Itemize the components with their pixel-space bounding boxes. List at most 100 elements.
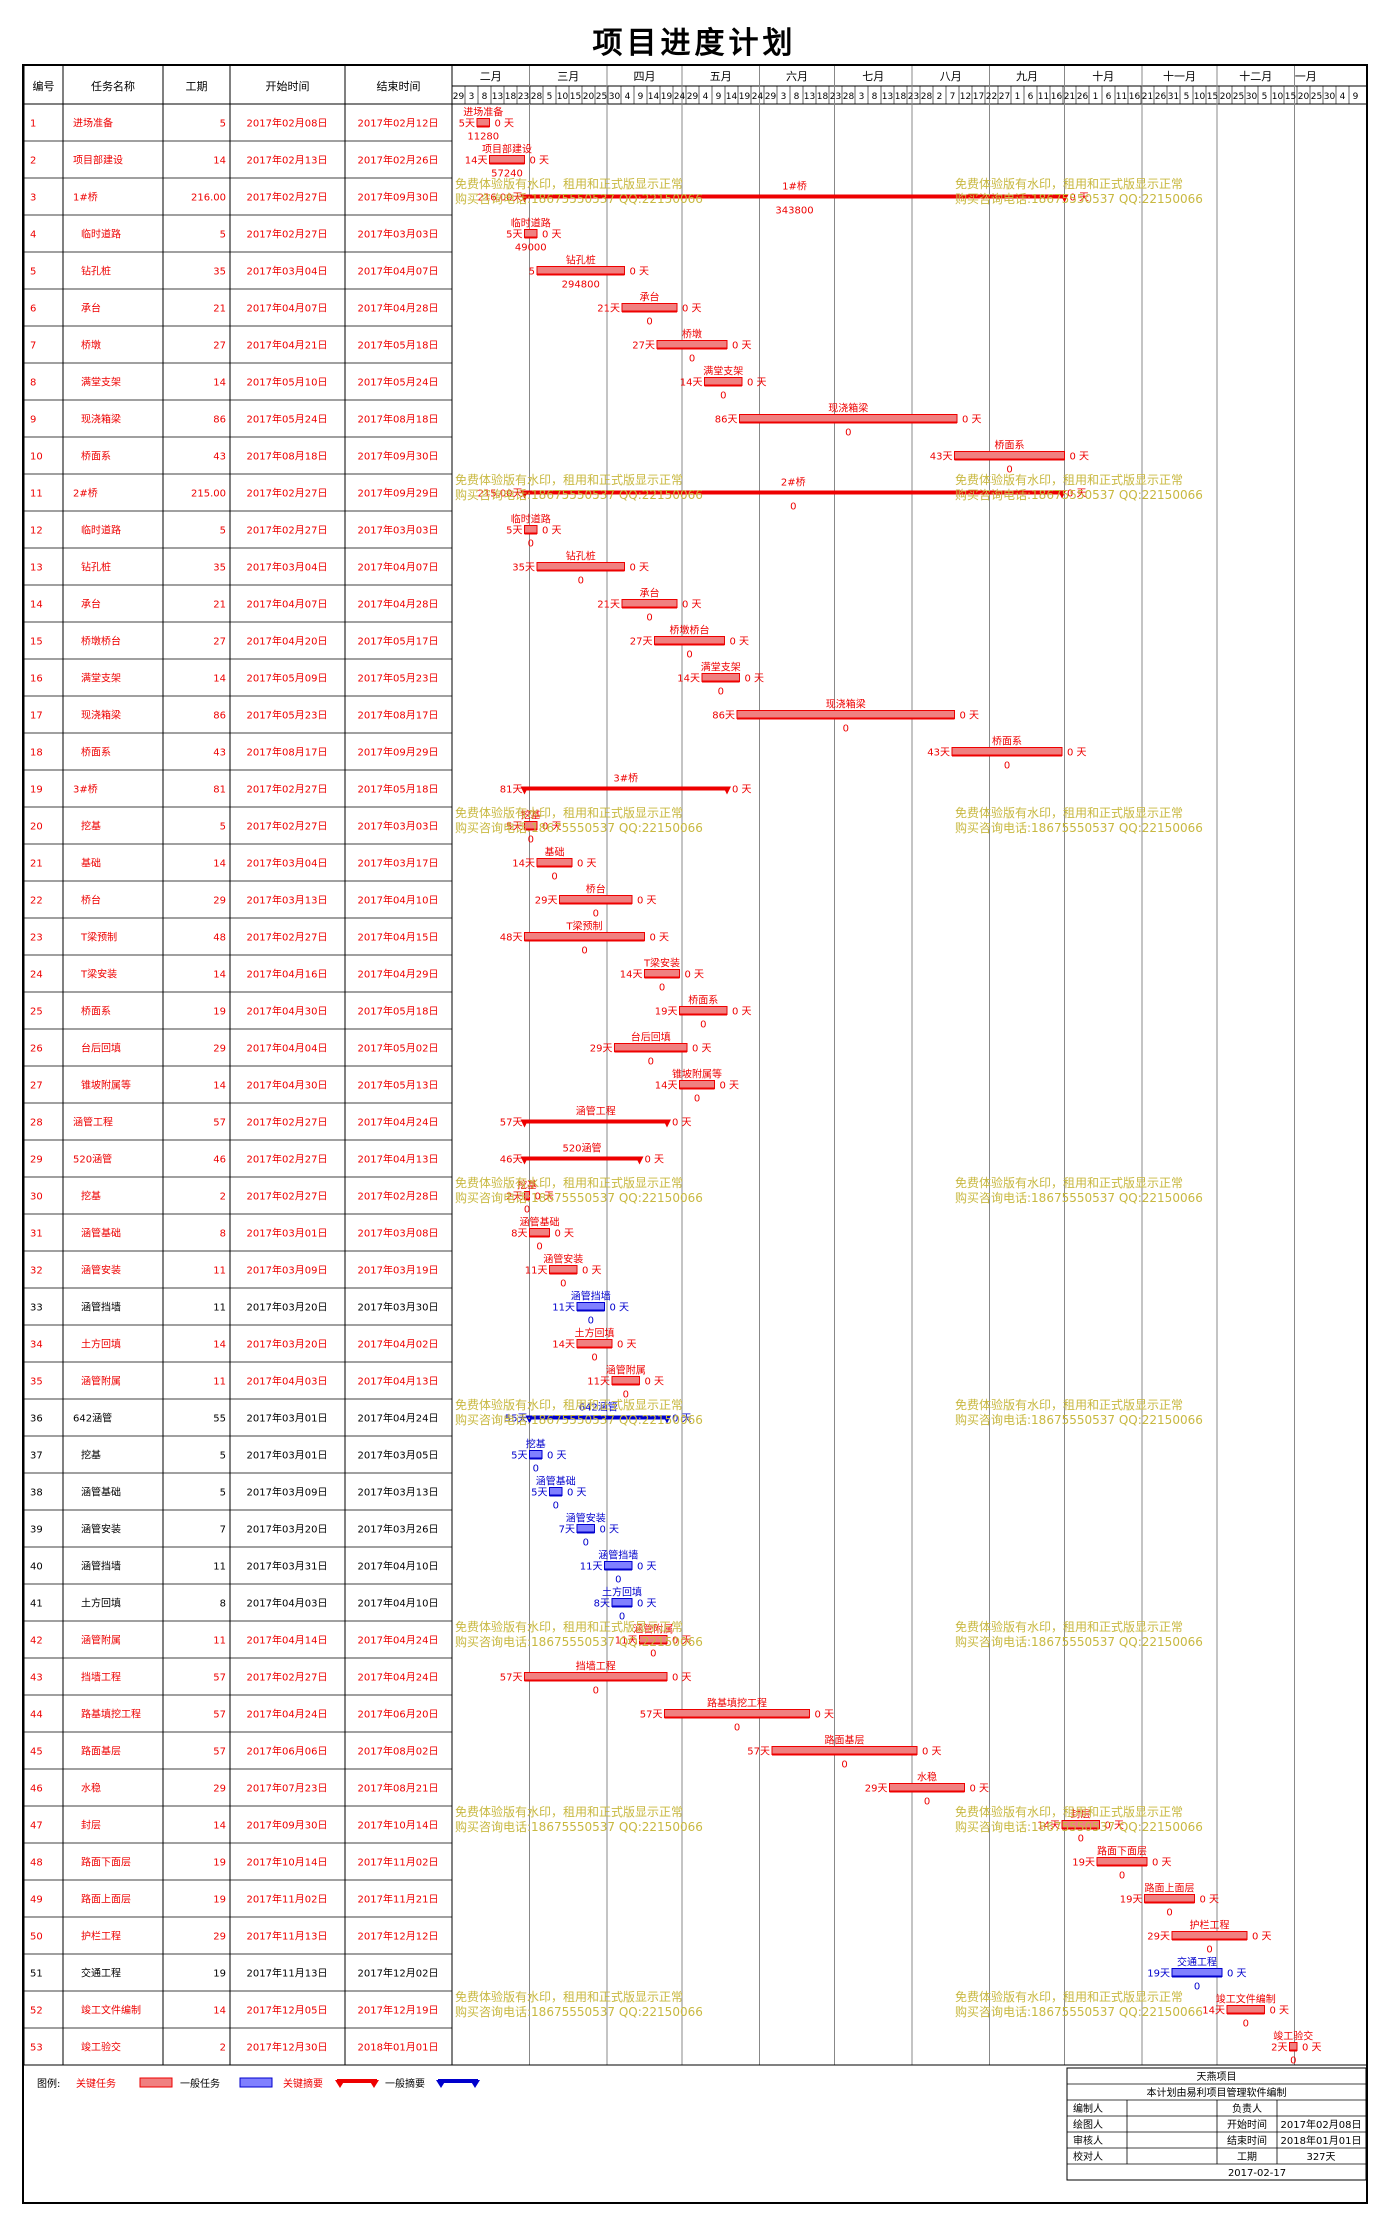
task-end: 2017年12月02日: [358, 1967, 439, 1980]
task-start: 2017年04月24日: [247, 1708, 328, 1721]
summary-cap-right: [1058, 490, 1066, 499]
bar-name-label: 承台: [640, 587, 660, 600]
task-name: 现浇箱梁: [81, 413, 121, 426]
chart-title: 项目进度计划: [592, 26, 797, 61]
watermark-line1: 免费体验版有水印，租用和正式版显示正常: [455, 1619, 683, 1634]
task-id: 22: [30, 896, 43, 907]
task-bar: [529, 1450, 543, 1459]
task-id: 40: [30, 1562, 43, 1573]
task-duration: 19: [213, 1969, 226, 1980]
task-id: 7: [30, 341, 36, 352]
bar-duration-label: 14天: [552, 1340, 575, 1351]
task-bar: [889, 1783, 965, 1792]
task-end: 2017年04月10日: [358, 1597, 439, 1610]
bar-float-label: 0 天: [1252, 1932, 1272, 1943]
task-duration: 2: [220, 2043, 226, 2054]
task-start: 2017年03月09日: [247, 1486, 328, 1499]
bar-cost-label: 0: [686, 650, 692, 661]
day-tick-label: 29: [765, 92, 777, 102]
month-label: 十月: [1092, 69, 1114, 83]
task-name: 涵管工程: [73, 1116, 113, 1129]
bar-duration-label: 81天: [500, 785, 523, 796]
bar-duration-label: 11天: [587, 1377, 610, 1388]
bar-duration-label: 8天: [511, 1229, 527, 1240]
task-duration: 11: [213, 1377, 226, 1388]
bar-duration-label: 14天: [655, 1081, 678, 1092]
bar-duration-label: 14天: [512, 859, 535, 870]
watermark-line1: 免费体验版有水印，租用和正式版显示正常: [455, 1804, 683, 1819]
watermark-line2: 购买咨询电话:18675550537 QQ:22150066: [455, 1634, 703, 1649]
task-id: 32: [30, 1266, 43, 1277]
day-tick-label: 29: [453, 92, 465, 102]
month-label: 三月: [557, 70, 579, 83]
task-start: 2017年07月23日: [247, 1782, 328, 1795]
bar-name-label: 挖基: [521, 809, 541, 822]
bar-float-label: 0 天: [637, 1562, 657, 1573]
task-bar: [1171, 1931, 1248, 1940]
task-bar: [549, 1265, 578, 1274]
task-id: 2: [30, 156, 36, 167]
bar-duration-label: 46天: [500, 1155, 523, 1166]
bar-duration-label: 2天: [506, 1192, 522, 1203]
task-name: 桥面系: [81, 451, 111, 463]
task-end: 2017年08月02日: [358, 1745, 439, 1758]
bar-name-label: 承台: [640, 291, 660, 304]
column-header-duration: 工期: [186, 80, 208, 93]
task-bar: [679, 1080, 715, 1089]
day-tick-label: 16: [1129, 92, 1141, 102]
task-id: 24: [30, 970, 43, 981]
column-header-start: 开始时间: [266, 79, 310, 93]
task-duration: 21: [213, 304, 226, 315]
task-id: 47: [30, 1821, 43, 1832]
task-start: 2017年05月09日: [247, 672, 328, 685]
task-end: 2017年06月20日: [358, 1708, 439, 1721]
day-tick-label: 16: [1051, 92, 1063, 102]
day-tick-label: 15: [1285, 92, 1296, 102]
bar-name-label: 土方回填: [602, 1586, 642, 1599]
day-tick-label: 23: [908, 92, 919, 102]
task-start: 2017年03月20日: [247, 1301, 328, 1314]
column-header-name: 任务名称: [91, 79, 135, 93]
day-tick-label: 21: [1064, 92, 1075, 102]
bar-duration-label: 57天: [640, 1710, 663, 1721]
watermark-line2: 购买咨询电话:18675550537 QQ:22150066: [455, 1819, 703, 1834]
task-id: 6: [30, 304, 36, 315]
bar-float-label: 0 天: [650, 933, 670, 944]
bar-cost-label: 0: [593, 909, 599, 920]
bar-cost-label: 0: [551, 872, 557, 883]
day-tick-label: 30: [1324, 92, 1336, 102]
task-bar: [529, 1228, 550, 1237]
task-end: 2017年02月12日: [358, 117, 439, 130]
task-duration: 57: [213, 1747, 226, 1758]
day-tick-label: 12: [960, 92, 971, 102]
task-start: 2017年02月27日: [247, 487, 328, 500]
task-bar: [536, 562, 625, 571]
legend-normal-summary-cap: [470, 2080, 480, 2088]
task-start: 2017年08月17日: [247, 746, 328, 759]
summary-cap-left: [520, 490, 529, 499]
task-id: 10: [30, 452, 43, 463]
day-tick-label: 3: [469, 92, 475, 102]
task-bar: [611, 1598, 633, 1607]
task-id: 1: [30, 119, 36, 130]
bar-name-label: T梁预制: [565, 920, 602, 933]
day-tick-label: 4: [703, 92, 709, 102]
task-end: 2017年04月10日: [358, 1560, 439, 1573]
task-id: 52: [30, 2006, 43, 2017]
bar-float-label: 0 天: [922, 1747, 942, 1758]
bar-float-label: 0 天: [685, 970, 705, 981]
day-tick-label: 4: [1340, 92, 1346, 102]
task-id: 53: [30, 2043, 43, 2054]
task-id: 14: [30, 600, 43, 611]
day-tick-label: 25: [596, 92, 607, 102]
task-duration: 11: [213, 1562, 226, 1573]
task-start: 2017年03月01日: [247, 1449, 328, 1462]
bar-float-label: 0 天: [672, 1673, 692, 1684]
task-duration: 27: [213, 341, 226, 352]
watermark-line2: 购买咨询电话:18675550537 QQ:22150066: [455, 1412, 703, 1427]
task-name: 642涵管: [73, 1412, 112, 1425]
bar-name-label: 挖基: [526, 1438, 546, 1451]
task-id: 13: [30, 563, 43, 574]
day-tick-label: 26: [1155, 92, 1167, 102]
